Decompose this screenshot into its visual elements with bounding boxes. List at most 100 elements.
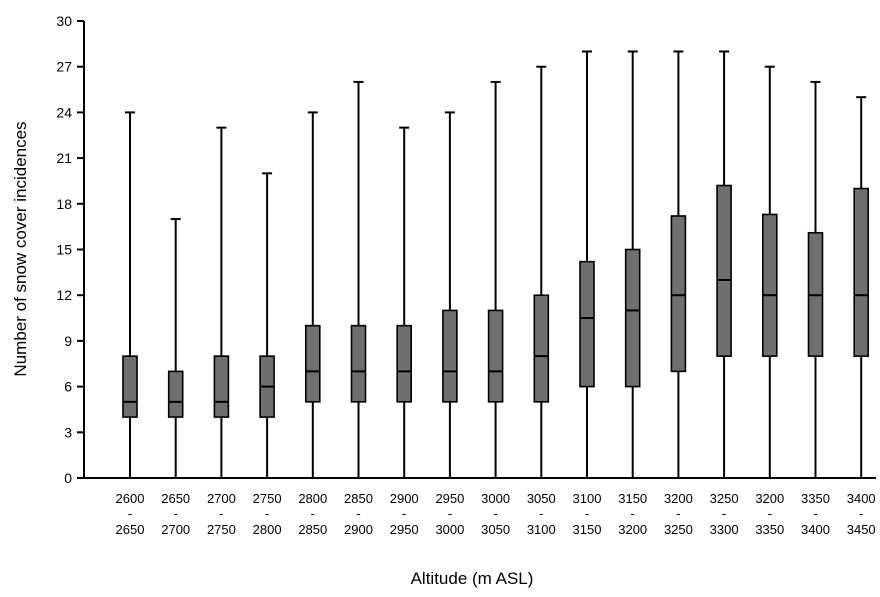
x-category-label-dash: - bbox=[311, 506, 315, 521]
x-category-label-dash: - bbox=[265, 506, 269, 521]
x-category-label-dash: - bbox=[676, 506, 680, 521]
box-iqr bbox=[487, 309, 504, 403]
x-category-label-top: 2750 bbox=[253, 491, 282, 506]
box-group bbox=[807, 80, 824, 478]
y-tick-label: 6 bbox=[64, 379, 72, 395]
x-category-label-bottom: 3200 bbox=[618, 522, 647, 537]
y-tick-label: 9 bbox=[64, 333, 72, 349]
box-group bbox=[259, 172, 275, 478]
box-group bbox=[716, 50, 732, 478]
box-group bbox=[624, 50, 641, 478]
x-category-label-dash: - bbox=[768, 506, 772, 521]
x-category-label-bottom: 3450 bbox=[847, 522, 876, 537]
x-category-label-dash: - bbox=[493, 506, 497, 521]
box-series bbox=[122, 50, 870, 478]
y-tick-label: 24 bbox=[56, 104, 72, 120]
box-group bbox=[213, 126, 230, 478]
x-category-label-bottom: 3300 bbox=[710, 522, 739, 537]
x-category-label-bottom: 2900 bbox=[344, 522, 373, 537]
x-category-label-top: 2650 bbox=[161, 491, 190, 506]
x-category-label-dash: - bbox=[402, 506, 406, 521]
x-category-label-bottom: 2700 bbox=[161, 522, 190, 537]
box-group bbox=[122, 111, 138, 478]
box-group bbox=[487, 80, 504, 478]
x-category-label-top: 3150 bbox=[618, 491, 647, 506]
box-iqr bbox=[213, 355, 230, 418]
x-category-label-bottom: 3150 bbox=[573, 522, 602, 537]
x-category-label-bottom: 3400 bbox=[801, 522, 830, 537]
x-category-label-bottom: 2750 bbox=[207, 522, 236, 537]
x-category-label-dash: - bbox=[448, 506, 452, 521]
box-group bbox=[442, 111, 458, 478]
y-tick-label: 30 bbox=[56, 13, 72, 29]
box-group bbox=[670, 50, 687, 478]
x-category-label-top: 3200 bbox=[664, 491, 693, 506]
box-iqr bbox=[350, 324, 367, 403]
x-category-label-top: 3350 bbox=[801, 491, 830, 506]
x-axis-category-labels: 2600-26502650-27002700-27502750-28002800… bbox=[116, 491, 876, 537]
box-group bbox=[304, 111, 321, 478]
box-iqr bbox=[853, 187, 870, 357]
x-category-label-bottom: 3050 bbox=[481, 522, 510, 537]
box-group bbox=[533, 65, 550, 478]
box-group bbox=[350, 80, 367, 478]
y-axis-ticks: 0 3 6 9 12 15 18 21 24 27 30 bbox=[56, 13, 84, 486]
x-category-label-top: 3400 bbox=[847, 491, 876, 506]
y-tick-label: 21 bbox=[56, 150, 72, 166]
x-category-label-top: 3000 bbox=[481, 491, 510, 506]
x-category-label-bottom: 2800 bbox=[253, 522, 282, 537]
box-iqr bbox=[442, 309, 458, 403]
x-category-label-top: 3200 bbox=[755, 491, 784, 506]
x-category-label-bottom: 3100 bbox=[527, 522, 556, 537]
x-category-label-dash: - bbox=[219, 506, 223, 521]
x-category-label-top: 2700 bbox=[207, 491, 236, 506]
y-tick-label: 3 bbox=[64, 424, 72, 440]
x-category-label-dash: - bbox=[128, 506, 132, 521]
box-group bbox=[396, 126, 413, 478]
x-category-label-top: 3100 bbox=[573, 491, 602, 506]
x-category-label-top: 2600 bbox=[116, 491, 145, 506]
y-axis-title: Number of snow cover incidences bbox=[11, 121, 30, 376]
x-category-label-top: 2900 bbox=[390, 491, 419, 506]
box-iqr bbox=[579, 260, 595, 388]
y-tick-label: 27 bbox=[56, 59, 72, 75]
x-category-label-bottom: 3250 bbox=[664, 522, 693, 537]
box-iqr bbox=[396, 324, 413, 403]
x-category-label-top: 3050 bbox=[527, 491, 556, 506]
x-category-label-top: 2800 bbox=[298, 491, 327, 506]
x-category-label-dash: - bbox=[356, 506, 360, 521]
x-category-label-dash: - bbox=[631, 506, 635, 521]
y-tick-label: 15 bbox=[56, 242, 72, 258]
x-category-label-top: 2850 bbox=[344, 491, 373, 506]
box-iqr bbox=[716, 184, 732, 357]
x-category-label-dash: - bbox=[813, 506, 817, 521]
x-category-label-top: 3250 bbox=[710, 491, 739, 506]
x-category-label-bottom: 2850 bbox=[298, 522, 327, 537]
box-group bbox=[853, 96, 870, 478]
y-tick-label: 18 bbox=[56, 196, 72, 212]
box-group bbox=[761, 65, 778, 478]
x-category-label-bottom: 2650 bbox=[116, 522, 145, 537]
x-category-label-bottom: 3000 bbox=[435, 522, 464, 537]
box-iqr bbox=[670, 215, 687, 373]
box-iqr bbox=[624, 248, 641, 388]
box-iqr bbox=[533, 294, 550, 403]
x-category-label-dash: - bbox=[174, 506, 178, 521]
box-group bbox=[167, 218, 184, 478]
x-category-label-dash: - bbox=[585, 506, 589, 521]
box-iqr bbox=[122, 355, 138, 418]
x-category-label-dash: - bbox=[722, 506, 726, 521]
box-iqr bbox=[304, 324, 321, 403]
y-tick-label: 12 bbox=[56, 287, 72, 303]
x-category-label-bottom: 3350 bbox=[755, 522, 784, 537]
x-category-label-dash: - bbox=[539, 506, 543, 521]
box-iqr bbox=[167, 370, 184, 418]
x-category-label-dash: - bbox=[859, 506, 863, 521]
x-axis-title: Altitude (m ASL) bbox=[411, 569, 534, 588]
box-group bbox=[579, 50, 595, 478]
x-category-label-top: 2950 bbox=[435, 491, 464, 506]
x-category-label-bottom: 2950 bbox=[390, 522, 419, 537]
y-tick-label: 0 bbox=[64, 470, 72, 486]
box-iqr bbox=[761, 213, 778, 357]
